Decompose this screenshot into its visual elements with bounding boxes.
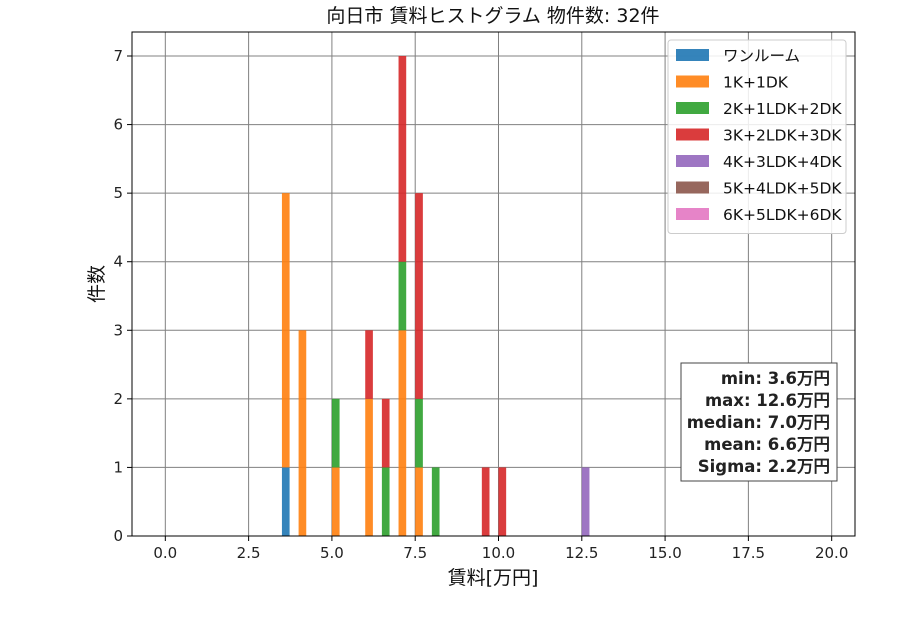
legend-swatch	[676, 102, 709, 114]
legend-swatch	[676, 181, 709, 194]
legend-label: 3K+2LDK+3DK	[723, 127, 842, 145]
plot-frame	[131, 31, 856, 537]
stats-frame	[680, 362, 838, 482]
x-tick-label: 2.5	[237, 544, 261, 562]
bar	[581, 467, 590, 536]
y-tick-label: 5	[113, 184, 123, 202]
x-tick-label: 20.0	[815, 544, 848, 562]
y-tick-label: 2	[113, 390, 123, 408]
stats-line: min: 3.6万円	[721, 369, 830, 388]
y-axis-ticks: 0 1 2 3 4 5 6 7	[113, 47, 132, 545]
bar	[481, 467, 490, 536]
bar	[498, 467, 507, 536]
x-tick-label: 12.5	[565, 544, 598, 562]
x-tick-label: 15.0	[648, 544, 681, 562]
bar	[415, 398, 423, 468]
legend-swatch	[676, 208, 709, 220]
legend-label: 5K+4LDK+5DK	[723, 180, 842, 198]
y-tick-label: 1	[113, 458, 123, 476]
legend-swatch	[676, 155, 709, 167]
legend-swatch	[676, 49, 709, 61]
stats-line: max: 12.6万円	[705, 391, 830, 410]
legend-swatch	[676, 128, 709, 141]
y-tick-label: 7	[113, 47, 123, 65]
legend-label: 4K+3LDK+4DK	[723, 153, 842, 171]
legend-label: 2K+1LDK+2DK	[723, 100, 842, 118]
legend-label: 6K+5LDK+6DK	[723, 206, 842, 224]
bar	[381, 467, 390, 536]
legend-frame	[667, 39, 847, 234]
y-tick-label: 3	[113, 321, 123, 339]
bar	[281, 467, 290, 536]
legend-label: 1K+1DK	[723, 74, 789, 92]
x-axis-ticks: 0.0 2.5 5.0 7.5 10.0 12.5 15.0 17.5 20.0	[153, 536, 848, 562]
bar	[415, 193, 423, 399]
y-tick-label: 4	[113, 253, 123, 271]
bar	[431, 467, 440, 536]
x-tick-label: 17.5	[732, 544, 765, 562]
bar	[331, 398, 340, 468]
stats-line: Sigma: 2.2万円	[698, 457, 830, 476]
bar	[398, 56, 407, 262]
bar	[415, 467, 423, 536]
x-tick-label: 7.5	[403, 544, 427, 562]
bar	[281, 193, 290, 468]
bar	[365, 398, 373, 536]
legend-swatch	[676, 75, 709, 88]
x-tick-label: 10.0	[482, 544, 515, 562]
y-tick-label: 0	[113, 527, 123, 545]
bar	[298, 330, 307, 536]
x-tick-label: 5.0	[320, 544, 344, 562]
stats-line: mean: 6.6万円	[704, 435, 830, 454]
bar	[365, 330, 373, 399]
stats-line: median: 7.0万円	[687, 413, 830, 432]
y-axis-label: 件数	[86, 265, 108, 303]
y-tick-label: 6	[113, 116, 123, 134]
stats-box: min: 3.6万円 max: 12.6万円 median: 7.0万円 mean: …	[680, 362, 838, 482]
x-tick-label: 0.0	[153, 544, 177, 562]
x-axis-label: 賃料[万円]	[448, 567, 539, 589]
bar	[398, 330, 407, 536]
bar	[381, 398, 390, 468]
legend-label: ワンルーム	[723, 47, 800, 65]
bars	[281, 56, 590, 536]
legend: ワンルーム 1K+1DK 2K+1LDK+2DK 3K+2LDK+3DK 4K+3LDK…	[667, 39, 847, 234]
chart-title: 向日市 賃料ヒストグラム 物件数: 32件	[326, 5, 659, 27]
bar	[331, 467, 340, 536]
bar	[398, 261, 407, 331]
